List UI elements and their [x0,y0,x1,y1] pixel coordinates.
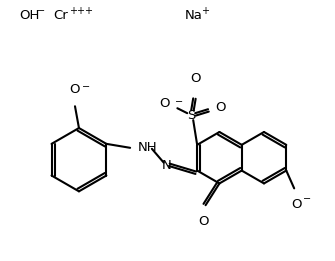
Text: −: − [176,97,184,107]
Text: −: − [303,194,311,204]
Text: O: O [70,83,80,96]
Text: O: O [198,215,209,228]
Text: −: − [82,82,90,92]
Text: −: − [38,6,46,16]
Text: O: O [291,198,302,211]
Text: Cr: Cr [53,9,68,22]
Text: N: N [162,159,172,172]
Text: NH: NH [138,141,158,154]
Text: S: S [187,109,195,122]
Text: O: O [190,73,200,86]
Text: O: O [159,97,170,110]
Text: Na: Na [185,9,203,22]
Text: +: + [201,6,209,16]
Text: O: O [215,101,225,114]
Text: OH: OH [19,9,40,22]
Text: +++: +++ [69,6,93,16]
